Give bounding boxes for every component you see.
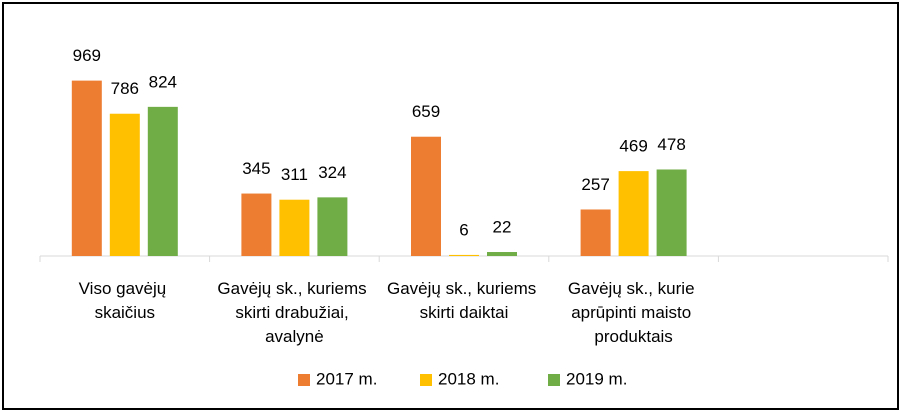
legend-label: 2019 m. [566, 369, 627, 388]
x-tick-label: Gavėjų sk., kurie aprūpinti maisto produ… [568, 279, 699, 346]
data-label: 345 [242, 159, 270, 178]
bar [580, 209, 611, 256]
bar [487, 252, 517, 256]
x-tick-label: Gavėjų sk., kuriems skirti daiktai [387, 279, 541, 322]
bar [71, 80, 102, 257]
data-label: 659 [412, 102, 440, 121]
data-label: 257 [581, 175, 609, 194]
bar [411, 136, 441, 256]
x-tick-label: Gavėjų sk., kuriems skirti drabužiai, av… [217, 279, 371, 346]
legend-swatch [548, 374, 560, 386]
legend-swatch [298, 374, 310, 386]
bar [241, 193, 272, 256]
data-label: 311 [281, 165, 308, 184]
data-label: 969 [73, 46, 101, 65]
data-label: 478 [657, 135, 685, 154]
bar [279, 199, 310, 256]
data-label: 22 [493, 218, 512, 237]
data-label: 824 [149, 72, 177, 91]
data-label: 6 [459, 220, 468, 239]
x-tick-label: Viso gavėjų skaičius [79, 279, 171, 322]
legend-swatch [420, 374, 432, 386]
bar [656, 169, 687, 256]
bar [618, 171, 649, 256]
bar [147, 106, 178, 256]
data-label: 469 [619, 137, 647, 156]
legend-label: 2018 m. [438, 369, 499, 388]
data-label: 324 [318, 163, 346, 182]
bar [109, 113, 140, 256]
bar [317, 197, 348, 256]
data-label: 786 [111, 79, 139, 98]
bar [449, 254, 479, 256]
legend-label: 2017 m. [316, 369, 377, 388]
